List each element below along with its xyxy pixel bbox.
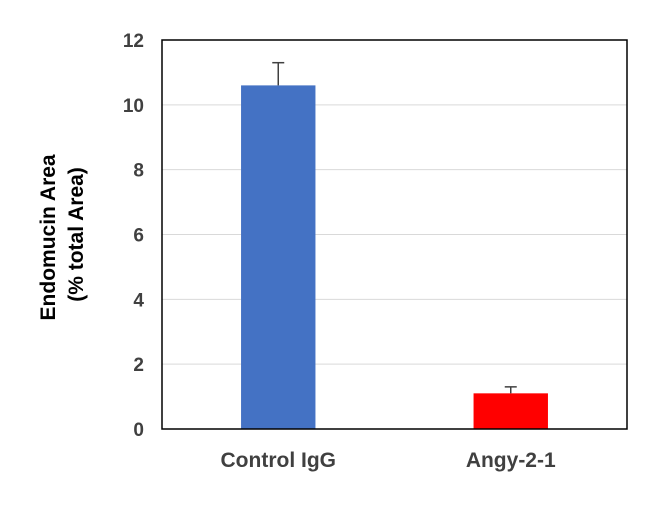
y-tick-label: 6 xyxy=(133,226,144,247)
y-axis-title-line1: Endomucin Area xyxy=(37,154,60,320)
y-tick-label: 12 xyxy=(123,31,144,52)
y-tick-label: 4 xyxy=(133,290,144,311)
plot-area-frame xyxy=(161,39,628,430)
x-axis-category-labels: Control IgG Angy-2-1 xyxy=(221,449,556,472)
gridlines xyxy=(162,104,627,365)
y-axis-title: Endomucin Area (% total Area) xyxy=(37,149,88,321)
y-tick-label: 8 xyxy=(133,161,144,182)
y-axis-title-line2: (% total Area) xyxy=(65,167,88,302)
y-tick-label: 10 xyxy=(123,96,144,117)
error-bars xyxy=(272,61,517,394)
y-tick-label: 2 xyxy=(133,355,144,376)
x-category-label: Control IgG xyxy=(221,449,336,472)
bar xyxy=(473,393,548,429)
x-category-label: Angy-2-1 xyxy=(466,449,556,472)
y-tick-label: 0 xyxy=(133,420,144,441)
y-axis-tick-labels: 0 2 4 6 8 10 12 xyxy=(123,31,145,441)
bar xyxy=(241,85,316,429)
bars xyxy=(241,85,548,429)
